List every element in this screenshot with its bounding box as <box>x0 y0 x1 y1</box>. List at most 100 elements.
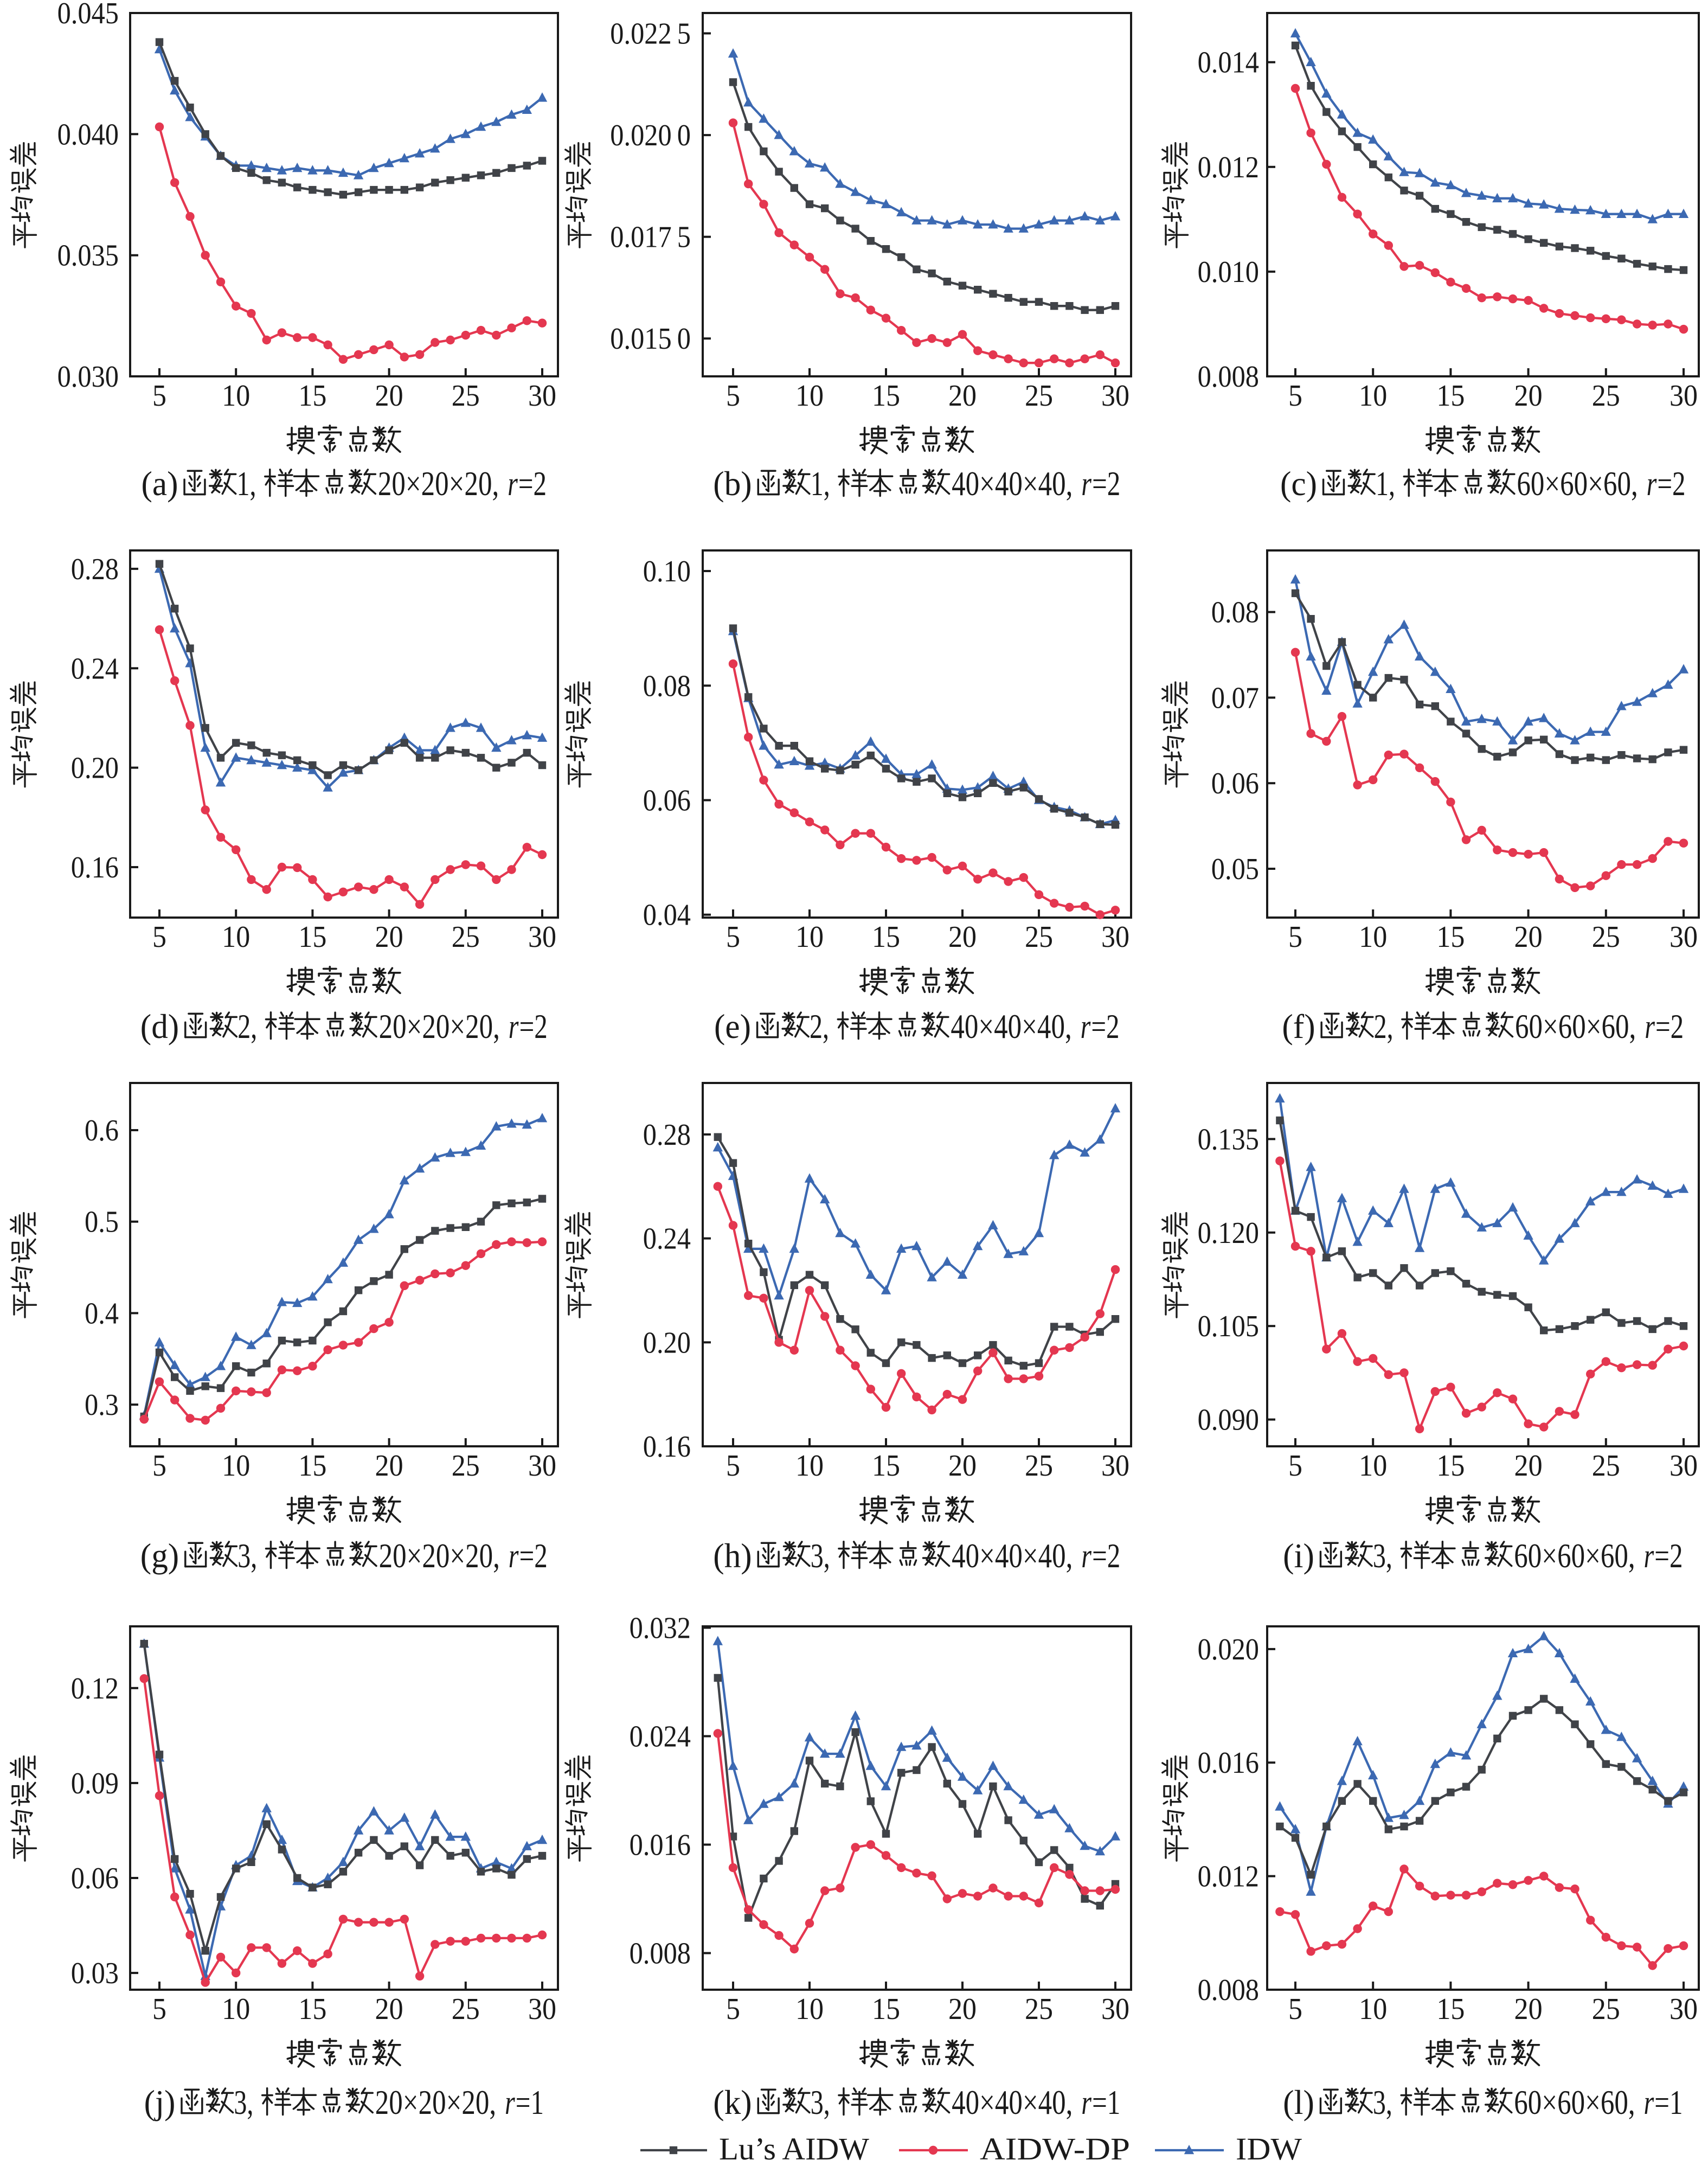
svg-text:2,: 2, <box>237 1007 257 1046</box>
svg-text:25: 25 <box>1025 1449 1053 1483</box>
svg-text:0.12: 0.12 <box>71 1672 119 1706</box>
svg-text:0.06: 0.06 <box>1211 767 1259 800</box>
svg-text:15: 15 <box>298 379 326 413</box>
svg-text:25: 25 <box>1025 379 1053 413</box>
svg-text:(k): (k) <box>713 2083 752 2121</box>
svg-text:(l): (l) <box>1283 2083 1314 2121</box>
svg-text:30: 30 <box>1670 379 1698 413</box>
svg-text:0.010: 0.010 <box>1198 255 1259 289</box>
svg-text:30: 30 <box>1670 920 1698 954</box>
svg-text:(g): (g) <box>140 1536 179 1575</box>
svg-text:=1: =1 <box>516 2083 544 2121</box>
svg-text:5: 5 <box>152 1449 166 1483</box>
svg-text:r: r <box>1081 1007 1091 1046</box>
svg-text:0.04: 0.04 <box>643 899 691 932</box>
svg-text:20: 20 <box>375 1449 403 1483</box>
svg-text:30: 30 <box>1670 1449 1698 1483</box>
svg-text:0.135: 0.135 <box>1198 1123 1259 1156</box>
svg-text:30: 30 <box>1670 1992 1698 2026</box>
svg-text:r: r <box>1644 2083 1655 2121</box>
svg-text:0.120: 0.120 <box>1198 1216 1259 1250</box>
svg-text:0.012: 0.012 <box>1198 1860 1259 1894</box>
svg-text:20: 20 <box>948 1992 977 2026</box>
svg-text:0.20: 0.20 <box>643 1326 691 1360</box>
svg-text:60×60×60,: 60×60×60, <box>1515 1007 1636 1046</box>
svg-text:20×20×20,: 20×20×20, <box>379 1536 500 1575</box>
svg-text:10: 10 <box>1359 1992 1387 2026</box>
svg-text:0.014: 0.014 <box>1198 46 1259 80</box>
svg-text:3,: 3, <box>811 1536 830 1575</box>
svg-text:IDW: IDW <box>1236 2131 1302 2166</box>
svg-text:0.06: 0.06 <box>71 1862 119 1895</box>
svg-text:r: r <box>509 1007 519 1046</box>
svg-text:0.24: 0.24 <box>643 1222 691 1256</box>
svg-text:3,: 3, <box>1373 1536 1392 1575</box>
svg-text:0.016: 0.016 <box>630 1829 691 1862</box>
svg-text:=1: =1 <box>1092 2083 1120 2121</box>
svg-text:0.16: 0.16 <box>643 1430 691 1464</box>
svg-text:0.24: 0.24 <box>71 652 119 685</box>
svg-text:20: 20 <box>1514 379 1543 413</box>
svg-text:10: 10 <box>795 1992 824 2026</box>
svg-text:=2: =2 <box>1654 1536 1683 1575</box>
svg-text:0.020: 0.020 <box>1198 1633 1259 1666</box>
svg-text:15: 15 <box>872 920 900 954</box>
svg-text:20: 20 <box>1514 920 1543 954</box>
svg-text:(e): (e) <box>714 1007 751 1046</box>
svg-text:10: 10 <box>222 379 250 413</box>
svg-text:10: 10 <box>1359 379 1387 413</box>
svg-text:(f): (f) <box>1282 1007 1315 1046</box>
svg-text:20: 20 <box>948 920 977 954</box>
svg-text:0.28: 0.28 <box>643 1118 691 1152</box>
svg-text:0.012: 0.012 <box>1198 151 1259 184</box>
svg-text:5: 5 <box>1288 1449 1302 1483</box>
svg-text:60×60×60,: 60×60×60, <box>1514 2083 1635 2121</box>
svg-text:(j): (j) <box>144 2083 176 2121</box>
svg-text:30: 30 <box>528 1449 556 1483</box>
svg-text:=2: =2 <box>1092 1536 1120 1575</box>
svg-text:0.008: 0.008 <box>630 1937 691 1971</box>
svg-text:(c): (c) <box>1280 464 1317 503</box>
svg-text:25: 25 <box>1592 1992 1620 2026</box>
svg-text:0.16: 0.16 <box>71 851 119 884</box>
svg-text:5: 5 <box>152 1992 166 2026</box>
svg-text:=2: =2 <box>1092 464 1120 503</box>
svg-text:0.28: 0.28 <box>71 553 119 586</box>
svg-text:25: 25 <box>1592 1449 1620 1483</box>
svg-text:0.03: 0.03 <box>71 1957 119 1990</box>
svg-text:20: 20 <box>948 379 977 413</box>
svg-text:15: 15 <box>872 1992 900 2026</box>
svg-text:3,: 3, <box>811 2083 830 2121</box>
svg-text:r: r <box>1081 2083 1092 2121</box>
svg-text:10: 10 <box>1359 920 1387 954</box>
svg-text:2,: 2, <box>1374 1007 1394 1046</box>
svg-text:10: 10 <box>1359 1449 1387 1483</box>
svg-text:0.20: 0.20 <box>71 752 119 785</box>
svg-text:=2: =2 <box>518 464 547 503</box>
svg-text:0.015 0: 0.015 0 <box>610 322 691 356</box>
svg-text:30: 30 <box>528 379 556 413</box>
svg-text:r: r <box>1644 1536 1655 1575</box>
svg-text:20: 20 <box>375 920 403 954</box>
svg-text:(a): (a) <box>142 464 178 503</box>
svg-text:15: 15 <box>1436 920 1465 954</box>
svg-text:0.05: 0.05 <box>1211 852 1259 886</box>
svg-text:0.045: 0.045 <box>57 0 119 30</box>
svg-text:15: 15 <box>298 920 326 954</box>
svg-text:25: 25 <box>1025 920 1053 954</box>
svg-text:30: 30 <box>1101 379 1129 413</box>
svg-text:20×20×20,: 20×20×20, <box>379 1007 500 1046</box>
svg-text:30: 30 <box>1101 920 1129 954</box>
svg-text:1,: 1, <box>1376 464 1395 503</box>
svg-text:20: 20 <box>1514 1992 1543 2026</box>
svg-text:0.3: 0.3 <box>85 1388 119 1422</box>
svg-text:15: 15 <box>1436 1992 1465 2026</box>
svg-text:10: 10 <box>795 379 824 413</box>
svg-text:0.08: 0.08 <box>643 669 691 703</box>
svg-text:1,: 1, <box>237 464 256 503</box>
svg-text:5: 5 <box>726 1449 740 1483</box>
svg-text:25: 25 <box>1592 920 1620 954</box>
svg-text:10: 10 <box>222 920 250 954</box>
svg-text:40×40×40,: 40×40×40, <box>952 1536 1073 1575</box>
svg-text:20: 20 <box>375 379 403 413</box>
